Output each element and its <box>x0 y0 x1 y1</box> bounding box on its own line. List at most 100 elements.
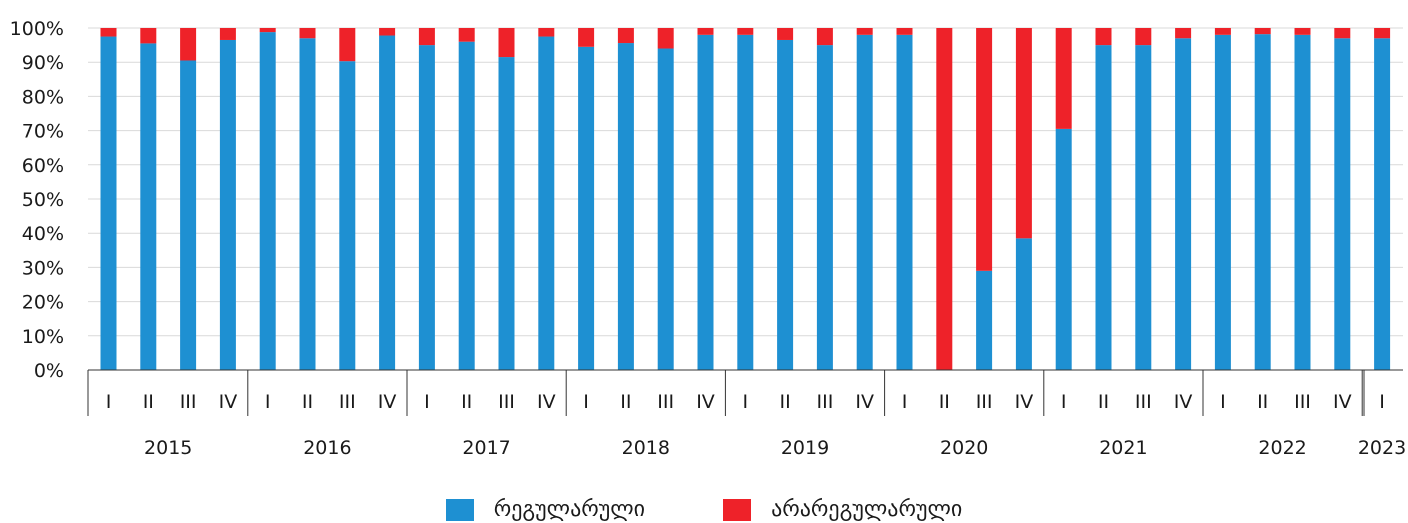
x-quarter-label: III <box>1294 391 1311 413</box>
x-quarter-label: I <box>1061 391 1067 413</box>
x-year-label: 2018 <box>622 437 670 459</box>
bar-irregular <box>617 28 634 44</box>
bar-irregular <box>259 28 276 33</box>
y-tick-label: 100% <box>10 18 64 40</box>
y-tick-label: 60% <box>22 155 64 177</box>
bar-regular <box>418 45 435 370</box>
bar-irregular <box>180 28 197 61</box>
bar-irregular <box>379 28 396 36</box>
bar-regular <box>219 39 236 370</box>
x-quarter-label: II <box>939 391 950 413</box>
bar-regular <box>976 270 993 370</box>
legend-swatch-regular <box>445 498 474 521</box>
x-quarter-label: IV <box>1333 391 1352 413</box>
bar-regular <box>100 36 117 371</box>
x-quarter-label: I <box>424 391 430 413</box>
y-tick-label: 70% <box>22 121 64 143</box>
legend-item-regular: რეგულარული <box>445 496 645 523</box>
bar-regular <box>1135 45 1152 370</box>
bar-irregular <box>896 28 913 35</box>
bar-irregular <box>1214 28 1231 35</box>
bar-irregular <box>1374 28 1391 39</box>
bar-regular <box>697 34 714 371</box>
y-tick-label: 0% <box>34 360 64 382</box>
x-quarter-label: I <box>1220 391 1226 413</box>
bar-regular <box>1175 38 1192 370</box>
bar-regular <box>578 46 595 371</box>
bar-regular <box>498 57 515 370</box>
bar-irregular <box>1334 28 1351 39</box>
legend: რეგულარული არარეგულარული <box>0 496 1408 523</box>
x-quarter-label: IV <box>219 391 238 413</box>
bar-regular <box>1254 34 1271 370</box>
bar-regular <box>1095 45 1112 370</box>
x-quarter-label: IV <box>1174 391 1193 413</box>
x-quarter-label: III <box>180 391 197 413</box>
x-year-label: 2016 <box>303 437 351 459</box>
bar-regular <box>140 43 157 370</box>
x-quarter-label: III <box>816 391 833 413</box>
x-year-label: 2020 <box>940 437 988 459</box>
y-tick-label: 90% <box>22 52 64 74</box>
y-tick-label: 80% <box>22 86 64 108</box>
x-quarter-label: I <box>1379 391 1385 413</box>
bar-regular <box>617 43 634 370</box>
bar-irregular <box>1135 28 1152 46</box>
bar-irregular <box>697 28 714 35</box>
bar-regular <box>379 35 396 371</box>
x-quarter-label: III <box>339 391 356 413</box>
x-quarter-label: I <box>265 391 271 413</box>
bar-irregular <box>1015 28 1032 239</box>
x-year-label: 2023 <box>1358 437 1406 459</box>
bar-regular <box>737 34 754 371</box>
x-quarter-label: II <box>620 391 631 413</box>
bar-regular <box>180 60 197 371</box>
x-quarter-label: I <box>742 391 748 413</box>
x-quarter-label: IV <box>855 391 874 413</box>
x-quarter-label: III <box>498 391 515 413</box>
bar-regular <box>1015 238 1032 370</box>
x-year-label: 2019 <box>781 437 829 459</box>
bar-irregular <box>1294 28 1311 35</box>
y-tick-label: 20% <box>22 292 64 314</box>
legend-item-irregular: არარეგულარული <box>723 496 962 523</box>
y-axis-tick-labels: 0% 10% 20% 30% 40% 50% 60% 70% 80% 90% 100% <box>10 18 64 382</box>
bar-irregular <box>458 28 475 42</box>
bar-irregular <box>1254 28 1271 35</box>
x-year-label: 2015 <box>144 437 192 459</box>
x-year-label: 2021 <box>1099 437 1147 459</box>
bar-irregular <box>777 28 794 40</box>
bar-irregular <box>1175 28 1192 39</box>
bar-regular <box>1334 38 1351 370</box>
bar-irregular <box>140 28 157 44</box>
x-quarter-label: II <box>143 391 154 413</box>
bar-regular <box>1055 128 1072 370</box>
x-quarter-label: II <box>461 391 472 413</box>
bar-irregular <box>737 28 754 35</box>
x-year-label: 2017 <box>462 437 510 459</box>
x-quarter-label: II <box>302 391 313 413</box>
bar-regular <box>1294 34 1311 371</box>
bar-irregular <box>339 28 356 62</box>
x-year-label: 2022 <box>1258 437 1306 459</box>
x-quarter-label: I <box>106 391 112 413</box>
bar-irregular <box>976 28 993 271</box>
bar-regular <box>1214 34 1231 371</box>
y-tick-label: 30% <box>22 257 64 279</box>
bar-irregular <box>1055 28 1072 129</box>
y-tick-label: 40% <box>22 223 64 245</box>
y-tick-label: 50% <box>22 189 64 211</box>
x-quarter-label: II <box>1098 391 1109 413</box>
bar-irregular <box>418 28 435 46</box>
x-quarter-label: I <box>583 391 589 413</box>
x-quarter-label: IV <box>696 391 715 413</box>
legend-swatch-irregular <box>723 498 752 521</box>
bar-irregular <box>1095 28 1112 46</box>
x-quarter-label: IV <box>537 391 556 413</box>
bar-regular <box>259 32 276 370</box>
bar-irregular <box>936 28 953 370</box>
y-tick-label: 10% <box>22 326 64 348</box>
x-quarter-label: II <box>779 391 790 413</box>
x-quarter-label: II <box>1257 391 1268 413</box>
bar-regular <box>1374 38 1391 370</box>
